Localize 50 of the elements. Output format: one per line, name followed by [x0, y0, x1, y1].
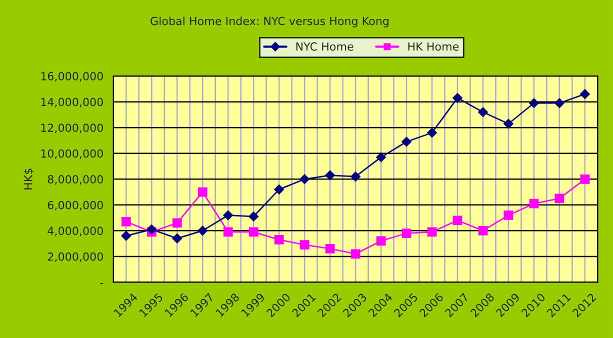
point [452, 216, 462, 226]
point [300, 174, 310, 184]
point [427, 227, 437, 237]
point [452, 93, 462, 103]
legend-label: HK Home [408, 42, 459, 51]
point [172, 233, 182, 244]
point [376, 236, 386, 246]
point [580, 89, 590, 100]
point [248, 212, 259, 222]
y-tick-label: 4,000,000 [48, 226, 103, 236]
y-tick-label: 14,000,000 [41, 98, 103, 108]
point [350, 249, 360, 259]
point [529, 198, 539, 208]
point [554, 194, 564, 204]
point [580, 174, 590, 184]
point [402, 136, 412, 147]
point [504, 210, 514, 220]
point [325, 170, 335, 180]
point [172, 218, 182, 228]
chart-title: Global Home Index: NYC versus Hong Kong [150, 16, 388, 28]
y-tick-label: - [100, 282, 104, 284]
y-tick-label: 10,000,000 [41, 149, 103, 159]
point [274, 235, 284, 244]
point [427, 128, 437, 138]
point [223, 227, 233, 237]
point [504, 118, 514, 129]
y-axis-title: HK$ [24, 168, 34, 190]
point [529, 98, 539, 108]
y-tick-label: 2,000,000 [48, 252, 103, 262]
point [478, 107, 488, 118]
y-tick-label: 6,000,000 [48, 200, 103, 210]
point [478, 226, 488, 236]
point [146, 224, 157, 234]
point [121, 230, 132, 241]
point [248, 227, 258, 237]
point [121, 216, 131, 226]
y-tick-label: 8,000,000 [48, 175, 103, 185]
point [198, 226, 208, 236]
point [554, 98, 564, 108]
y-tick-label: 12,000,000 [41, 124, 103, 134]
point [198, 187, 208, 197]
y-tick-label: 16,000,000 [41, 72, 103, 82]
point [223, 210, 234, 220]
point [350, 172, 360, 182]
point [376, 152, 386, 162]
point [300, 240, 310, 250]
legend-label: NYC Home [296, 42, 354, 51]
point [325, 244, 335, 254]
point [402, 228, 412, 238]
point [274, 184, 284, 194]
